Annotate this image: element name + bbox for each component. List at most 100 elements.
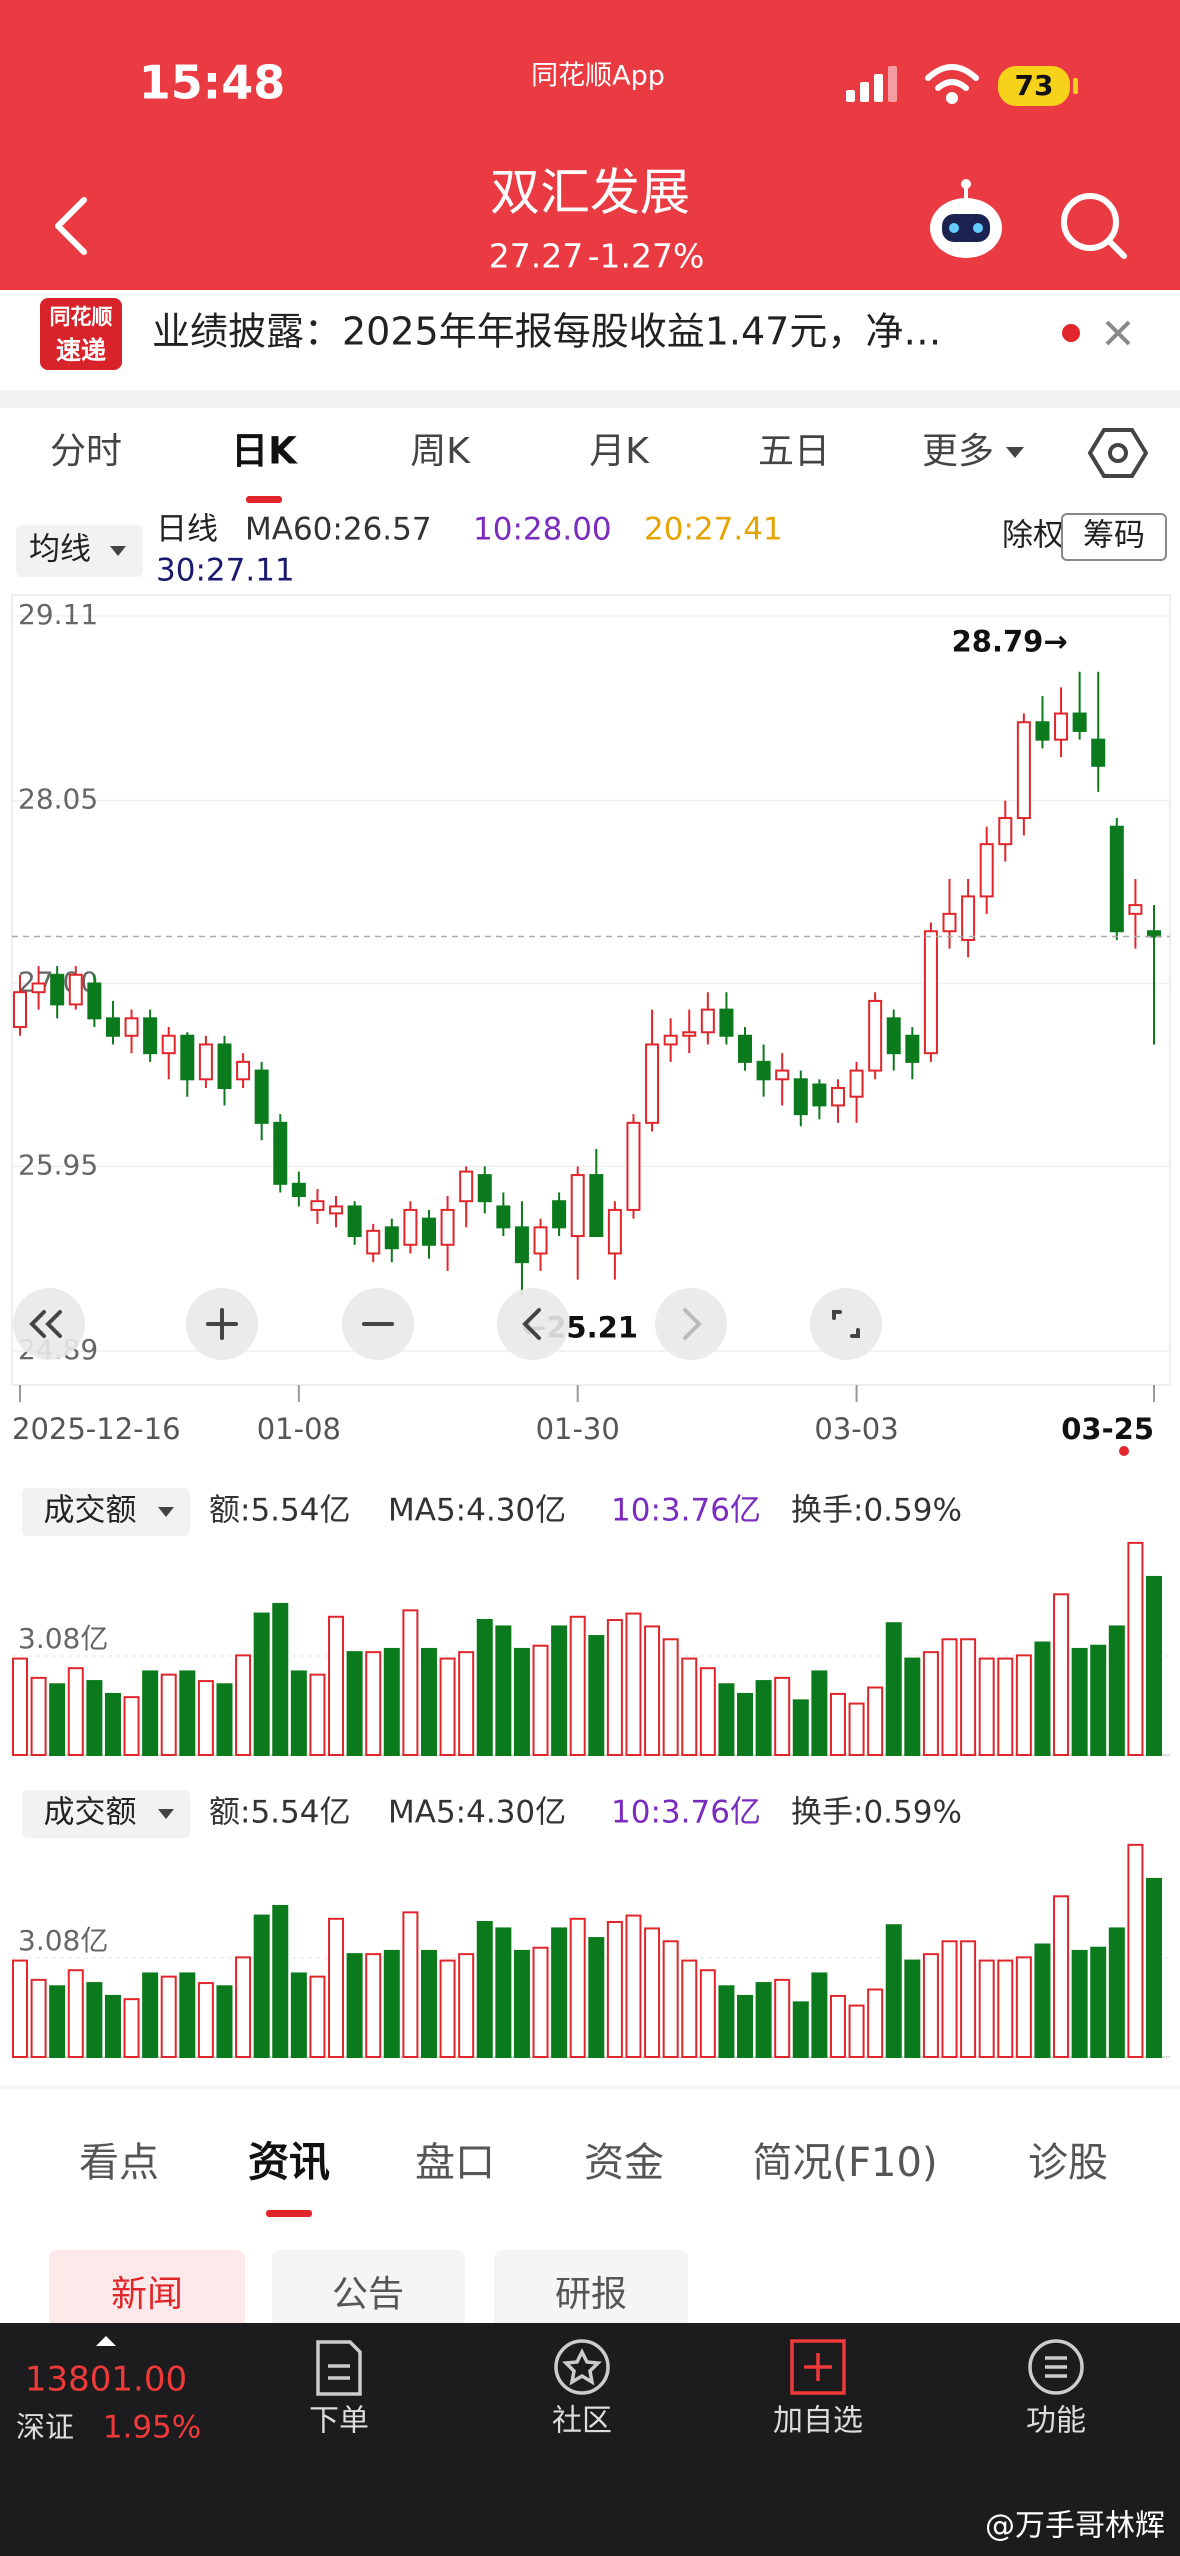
volume-bar [904, 1959, 921, 2058]
volume-bar [420, 1949, 437, 2059]
volume-bar [606, 1619, 623, 1756]
info-tab[interactable]: 盘口 [415, 2140, 495, 2186]
banner-text[interactable]: 业绩披露：2025年年报每股收益1.47元，净… [152, 310, 941, 354]
volume-bar [848, 1702, 865, 1756]
candle-body [1054, 712, 1069, 741]
volume-bar [755, 1982, 772, 2058]
volume-bar [737, 1994, 754, 2059]
high-annotation: 28.79→ [952, 625, 1068, 659]
close-banner[interactable] [1105, 320, 1131, 346]
separator [0, 2085, 1180, 2089]
volume-bar [625, 1612, 642, 1756]
candle-body [1016, 721, 1031, 820]
ma30-label: 30:27.11 [156, 553, 295, 589]
nav-item[interactable]: 功能 [1026, 2404, 1086, 2439]
candle-body [31, 982, 46, 994]
chart-tab[interactable]: 更多 [922, 431, 994, 472]
volume-bar [1053, 1593, 1070, 1757]
info-tab[interactable]: 看点 [79, 2140, 159, 2186]
volume-bar [1034, 1943, 1051, 2058]
volume-bar [867, 1686, 884, 1756]
candle-body [1109, 825, 1124, 933]
volume-bar [1146, 1877, 1162, 2059]
watermark: @万手哥林辉 [985, 2509, 1165, 2544]
chips-button[interactable] [1061, 513, 1167, 561]
sub-tab-active[interactable] [49, 2250, 245, 2340]
volume-bar [885, 1622, 902, 1756]
candle-body [645, 1043, 660, 1124]
fullscreen-button[interactable] [810, 1288, 882, 1360]
volume-bar [978, 1959, 995, 2058]
volume-bar [365, 1953, 382, 2058]
chart-tab-active[interactable]: 日K [231, 430, 298, 473]
prev-button[interactable] [497, 1288, 569, 1360]
chart-tab[interactable]: 分时 [50, 431, 122, 472]
candle-body [124, 1017, 139, 1037]
volume-bar [532, 1644, 549, 1756]
info-tab[interactable]: 简况(F10) [752, 2140, 937, 2186]
search-icon[interactable] [1061, 193, 1127, 259]
chart-tab[interactable]: 月K [589, 431, 650, 472]
candle-body [477, 1174, 492, 1203]
banner-bg [0, 290, 1180, 390]
candle-body [905, 1034, 920, 1063]
ma-selector[interactable] [16, 525, 143, 577]
volume-selector[interactable] [22, 1488, 190, 1536]
dropdown-arrow [158, 1809, 174, 1819]
candle-body [217, 1043, 232, 1090]
chart-frame [11, 594, 1171, 1386]
candle-body [961, 895, 976, 941]
volume-bar [309, 1673, 326, 1756]
candle-body [552, 1200, 567, 1229]
sub-tab[interactable] [272, 2250, 465, 2340]
volume-bar [12, 1959, 28, 2058]
period-label: 日线 [156, 512, 218, 548]
candle-body [514, 1226, 529, 1264]
volume-bar [309, 1975, 326, 2058]
volume-bar [532, 1946, 549, 2058]
index-arrow [96, 2336, 116, 2346]
y-tick-label: 28.05 [18, 783, 98, 816]
volume-bar [1108, 1927, 1125, 2059]
chart-tab[interactable]: 五日 [758, 431, 830, 472]
info-tab[interactable]: 资金 [584, 2140, 664, 2186]
volume-bar [197, 1982, 214, 2058]
sub-tab[interactable] [494, 2250, 688, 2340]
volume-selector[interactable] [22, 1790, 190, 1838]
volume-bar [123, 1696, 140, 1756]
back-button[interactable] [55, 197, 87, 255]
candle-body [626, 1121, 641, 1211]
volume-bar [197, 1680, 214, 1756]
nav-item[interactable]: 加自选 [773, 2404, 863, 2439]
index-value[interactable]: 13801.00 [25, 2360, 187, 2400]
settings-icon[interactable] [1087, 428, 1149, 478]
info-tab-active[interactable]: 资讯 [248, 2138, 330, 2186]
volume-bar [569, 1917, 586, 2059]
assistant-icon[interactable] [930, 179, 1002, 258]
volume-bar [681, 1959, 698, 2058]
next-button[interactable] [655, 1288, 727, 1360]
nav-item[interactable]: 下单 [309, 2404, 369, 2439]
candle-body [87, 982, 102, 1020]
volume-bar [458, 1953, 475, 2058]
candle-body [793, 1078, 808, 1116]
volume-bar [606, 1921, 623, 2058]
volume-bar [625, 1914, 642, 2058]
current-date-dot [1119, 1446, 1129, 1456]
chart-tab[interactable]: 周K [410, 431, 471, 472]
candle-body [421, 1217, 436, 1246]
volume-bar [1146, 1575, 1162, 1757]
turnover: 换手:0.59% [791, 1493, 962, 1529]
volume-bar [365, 1651, 382, 1756]
volume-bar [104, 1994, 121, 2059]
candle-body [254, 1069, 269, 1124]
info-tab[interactable]: 诊股 [1028, 2140, 1108, 2186]
candle-body [830, 1087, 845, 1107]
nav-item[interactable]: 社区 [552, 2404, 612, 2439]
volume-bar [179, 1972, 196, 2059]
tab-indicator [246, 496, 282, 503]
candle-body [403, 1208, 418, 1246]
adjust-button[interactable]: 除权 [1002, 518, 1064, 554]
